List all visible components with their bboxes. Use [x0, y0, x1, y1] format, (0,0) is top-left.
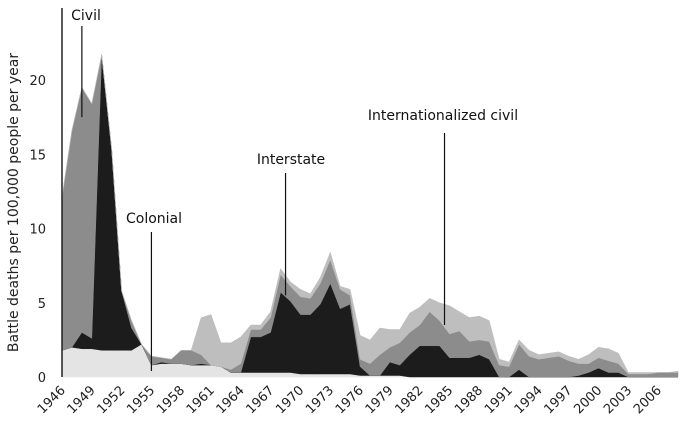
y-axis-label: Battle deaths per 100,000 people per yea… — [6, 53, 22, 352]
x-tick-label: 1955 — [124, 383, 158, 417]
x-tick-label: 1991 — [482, 383, 516, 417]
x-tick-label: 1967 — [243, 383, 277, 417]
annotation-label: Interstate — [257, 152, 325, 168]
area-internationalized-civil — [61, 54, 679, 375]
annotation-label: Civil — [71, 8, 101, 24]
x-tick-label: 1988 — [452, 383, 486, 417]
x-tick-label: 1994 — [512, 383, 546, 417]
x-tick-label: 1961 — [184, 383, 218, 417]
x-tick-label: 1952 — [94, 383, 128, 417]
y-tick-label: 5 — [38, 297, 46, 312]
y-tick-label: 15 — [29, 148, 46, 163]
x-tick-label: 1979 — [363, 383, 397, 417]
y-tick-label: 10 — [29, 223, 46, 238]
y-tick-label: 20 — [29, 74, 46, 89]
x-tick-label: 1970 — [273, 383, 307, 417]
y-tick-label: 0 — [38, 371, 46, 386]
x-tick-label: 2000 — [571, 383, 605, 417]
x-tick-label: 2006 — [631, 383, 665, 417]
x-tick-label: 1946 — [35, 383, 69, 417]
x-tick-labels: 1946194919521955195819611964196719701973… — [35, 383, 665, 417]
x-tick-label: 1973 — [303, 383, 337, 417]
stacked-areas — [61, 54, 679, 378]
annotation-label: Internationalized civil — [368, 108, 518, 124]
x-tick-label: 1982 — [392, 383, 426, 417]
annotations: Civil Colonial Interstate Internationalized… — [71, 8, 518, 372]
x-tick-label: 1976 — [333, 383, 367, 417]
x-tick-label: 1964 — [214, 383, 248, 417]
x-tick-label: 1985 — [422, 383, 456, 417]
x-tick-label: 1958 — [154, 383, 188, 417]
annotation-label: Colonial — [126, 211, 182, 227]
y-tick-labels: 0 5 10 15 20 — [29, 74, 46, 386]
x-tick-label: 1949 — [65, 383, 99, 417]
x-tick-label: 1997 — [542, 383, 576, 417]
x-tick-label: 2003 — [601, 383, 635, 417]
